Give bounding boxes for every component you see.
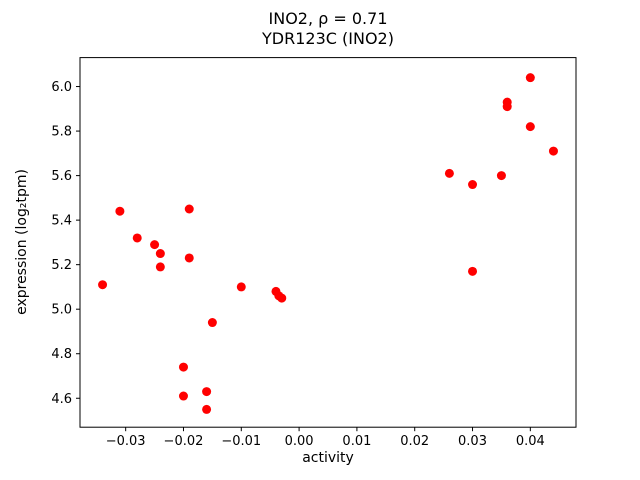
data-point bbox=[202, 387, 212, 397]
data-point bbox=[496, 171, 506, 181]
data-point bbox=[502, 102, 512, 112]
data-point bbox=[525, 73, 535, 83]
chart-title: INO2, ρ = 0.71 bbox=[269, 9, 388, 28]
data-point bbox=[207, 318, 217, 328]
data-point bbox=[184, 204, 194, 214]
data-point bbox=[184, 253, 194, 263]
x-tick-label: 0.01 bbox=[342, 434, 371, 449]
y-tick-label: 5.8 bbox=[51, 125, 72, 140]
x-tick-label: 0.03 bbox=[458, 434, 487, 449]
y-tick-label: 5.4 bbox=[51, 214, 72, 229]
data-point bbox=[548, 146, 558, 156]
data-point bbox=[236, 282, 246, 292]
x-tick-label: −0.02 bbox=[164, 434, 204, 449]
x-tick-label: −0.03 bbox=[106, 434, 146, 449]
data-point bbox=[444, 168, 454, 178]
data-point bbox=[132, 233, 142, 243]
data-point bbox=[277, 293, 287, 303]
data-points bbox=[98, 73, 558, 414]
x-axis-ticks: −0.03 −0.02 −0.01 0.00 0.01 0.02 0.03 0.04 bbox=[106, 427, 545, 449]
x-tick-label: −0.01 bbox=[221, 434, 261, 449]
data-point bbox=[115, 206, 125, 216]
data-point bbox=[468, 266, 478, 276]
y-tick-label: 5.2 bbox=[51, 258, 72, 273]
data-point bbox=[202, 404, 212, 414]
data-point bbox=[155, 262, 165, 272]
x-tick-label: 0.04 bbox=[516, 434, 545, 449]
x-tick-label: 0.00 bbox=[285, 434, 314, 449]
y-tick-label: 4.6 bbox=[51, 392, 72, 407]
y-axis-ticks: 4.6 4.8 5.0 5.2 5.4 5.6 5.8 6.0 bbox=[51, 80, 80, 407]
x-tick-label: 0.02 bbox=[400, 434, 429, 449]
y-tick-label: 4.8 bbox=[51, 347, 72, 362]
data-point bbox=[155, 249, 165, 259]
plot-area bbox=[79, 57, 577, 428]
x-axis-label: activity bbox=[302, 450, 354, 466]
data-point bbox=[178, 391, 188, 401]
y-tick-label: 6.0 bbox=[51, 80, 72, 95]
data-point bbox=[98, 280, 108, 290]
chart-subtitle: YDR123C (INO2) bbox=[261, 29, 394, 48]
y-tick-label: 5.0 bbox=[51, 303, 72, 318]
data-point bbox=[150, 240, 160, 250]
data-point bbox=[178, 362, 188, 372]
y-axis-label: expression (log₂tpm) bbox=[14, 169, 30, 315]
data-point bbox=[468, 180, 478, 190]
data-point bbox=[525, 122, 535, 132]
y-tick-label: 5.6 bbox=[51, 169, 72, 184]
